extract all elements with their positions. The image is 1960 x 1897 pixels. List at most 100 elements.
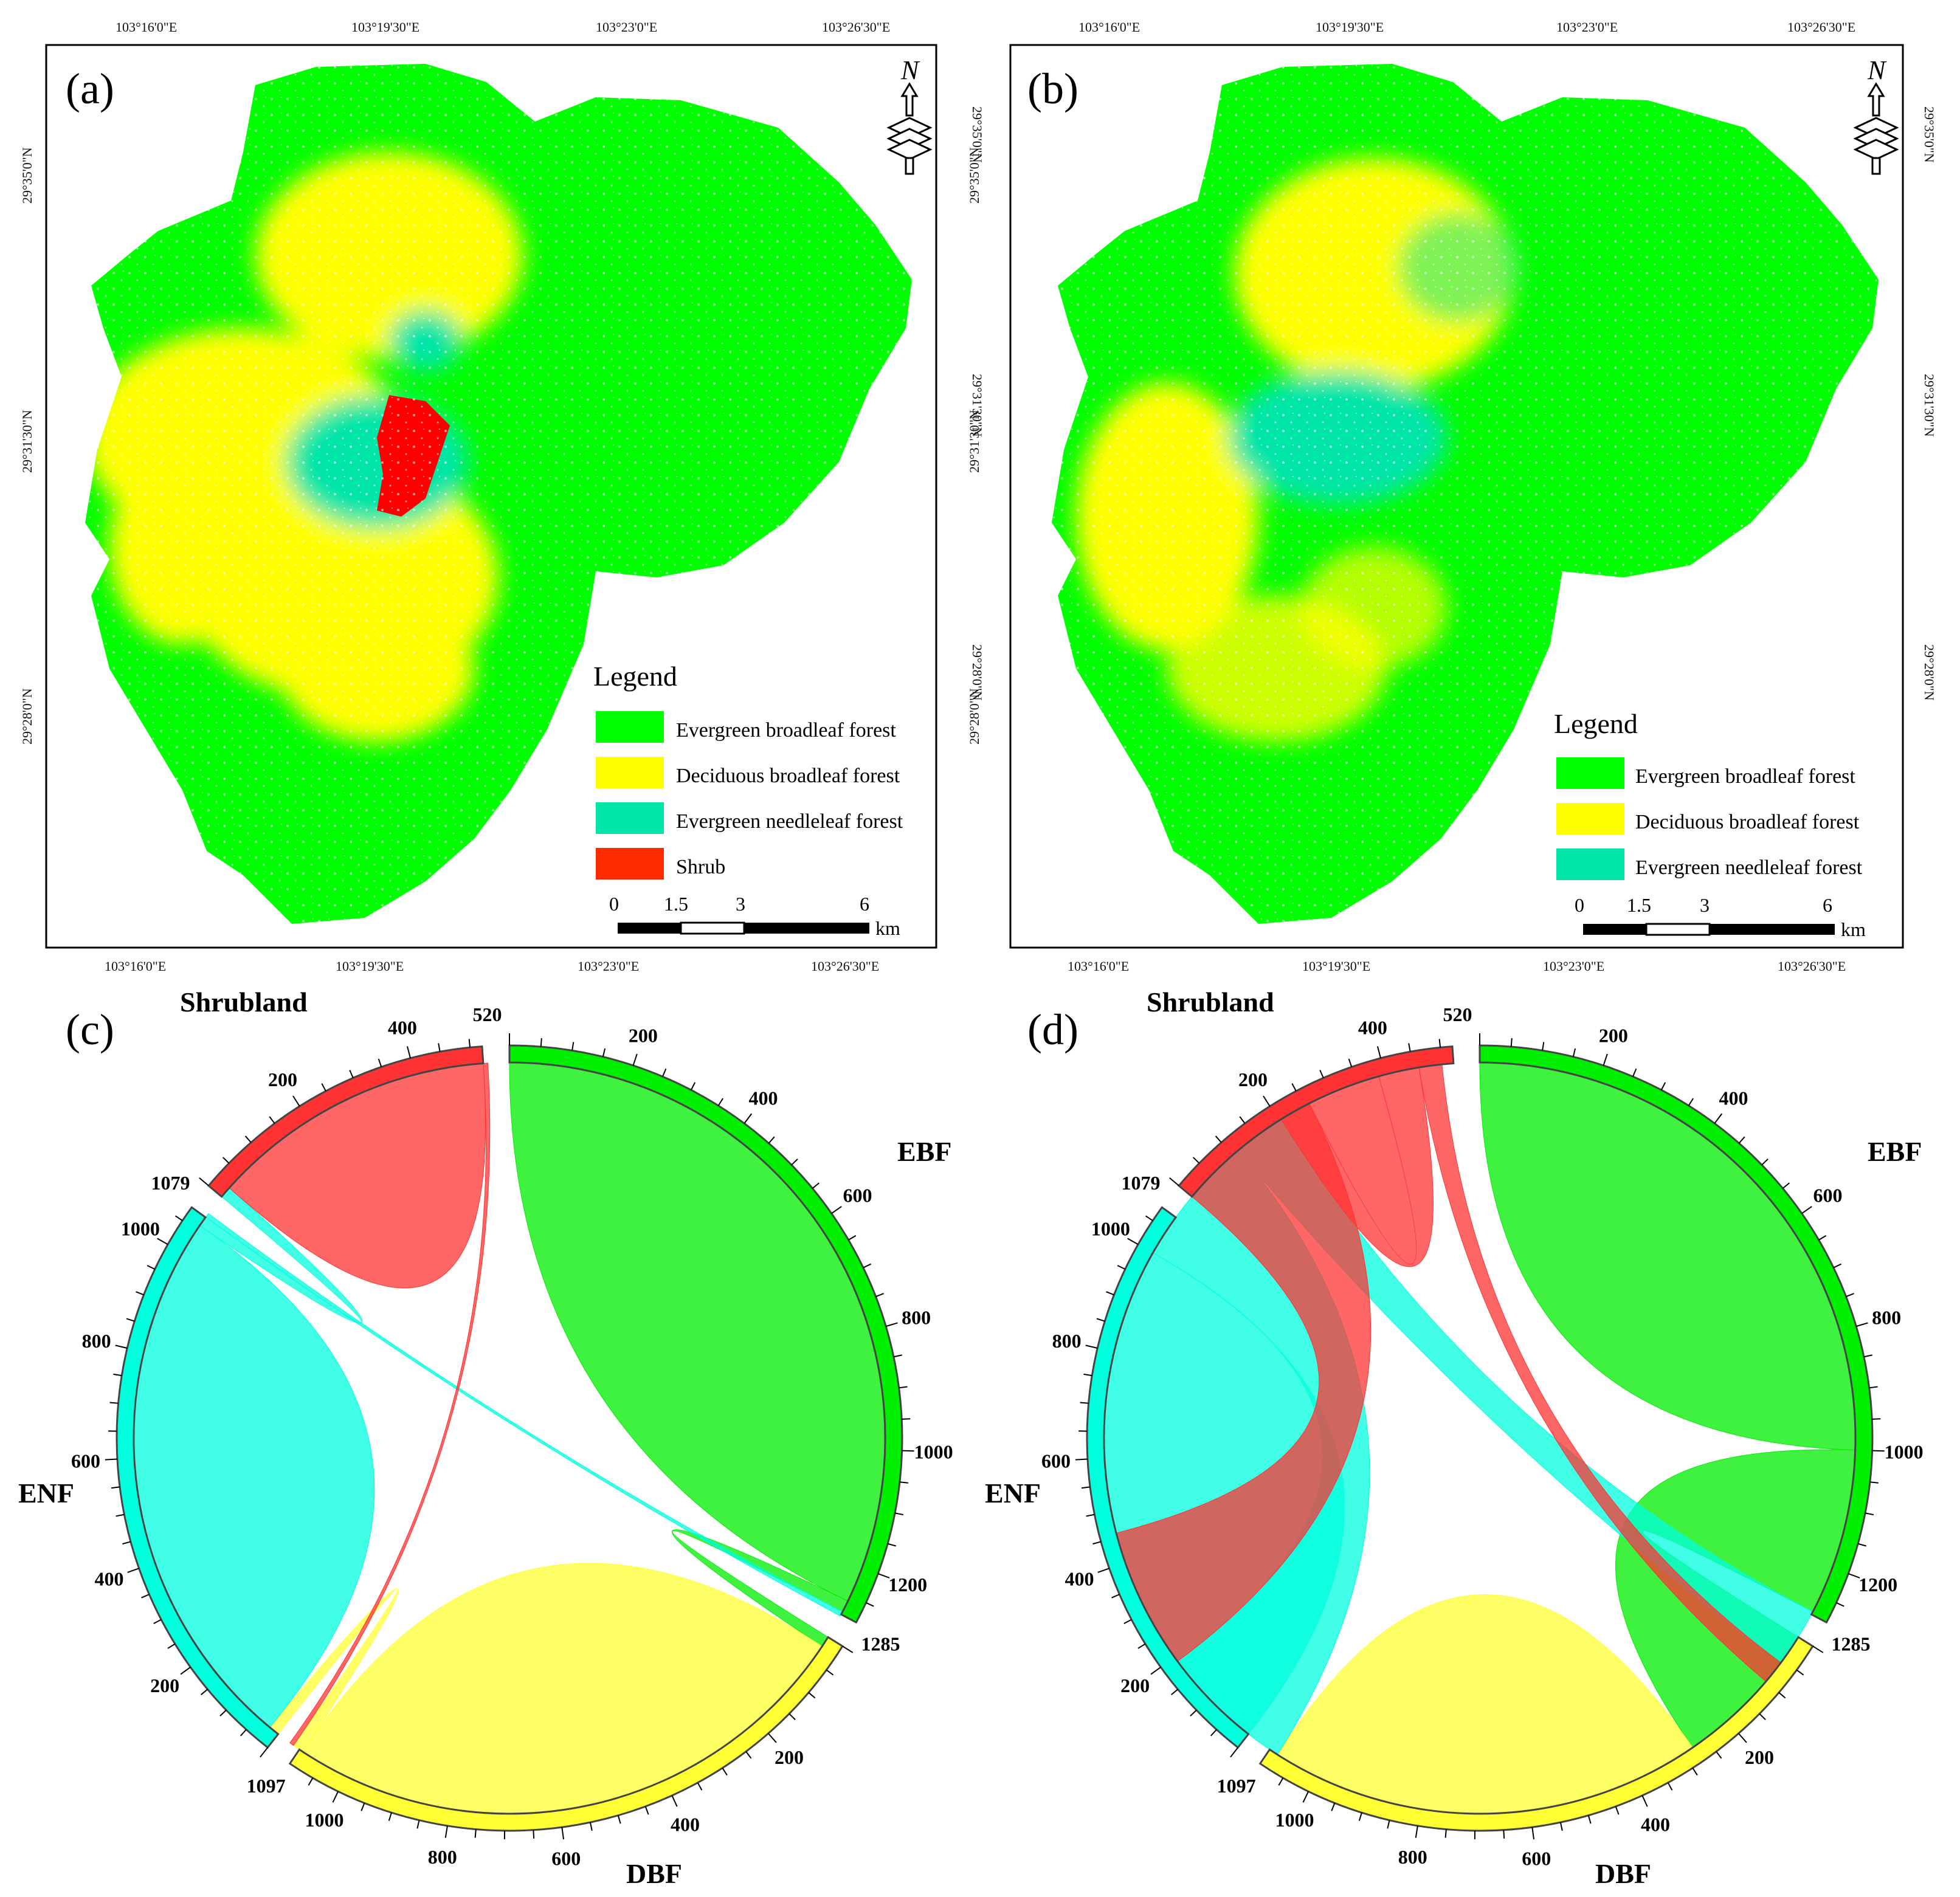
tick-mark [1169, 1177, 1179, 1186]
tick-mark [1855, 1322, 1868, 1327]
tick-label: 1000 [914, 1441, 953, 1462]
tick-label: 800 [1052, 1330, 1082, 1352]
scale-tick: 0 [1575, 894, 1584, 916]
group-label-dbf: DBF [1595, 1858, 1651, 1889]
tick-label: 800 [428, 1846, 457, 1868]
scale-unit: km [1841, 918, 1866, 940]
tick-mark [885, 1322, 898, 1327]
tick-mark [141, 1594, 150, 1599]
tick-mark [662, 1068, 667, 1077]
tick-mark [1542, 1042, 1545, 1051]
tick-label: 1200 [1858, 1574, 1897, 1596]
tick-mark [1778, 1692, 1786, 1699]
tick-mark [240, 1729, 247, 1737]
tick-mark [126, 1318, 135, 1322]
arc-total-label: 520 [472, 1004, 502, 1025]
tick-mark [745, 1751, 752, 1759]
tick-mark [767, 1733, 777, 1743]
tick-mark [109, 1402, 119, 1404]
ribbon-shrubland-to-dbf [289, 1062, 491, 1746]
tick-mark [690, 1082, 696, 1090]
legend-a: Legend Evergreen broadleaf forest Decidu… [593, 661, 903, 880]
tick-mark [260, 1747, 269, 1758]
tick-label: 400 [388, 1017, 417, 1039]
scale-bar-a: 0 1.5 3 6 km [609, 893, 900, 939]
tick-mark [1857, 1543, 1866, 1547]
tick-mark [1092, 1541, 1102, 1545]
tick-mark [1408, 1043, 1411, 1052]
legend-label: Evergreen needleleaf forest [1635, 856, 1863, 879]
tick-mark [147, 1265, 156, 1270]
scale-tick: 0 [609, 893, 619, 915]
tick-mark [1331, 1802, 1336, 1811]
tick-mark [842, 1645, 854, 1653]
tick-label: 800 [82, 1330, 111, 1352]
tick-mark [1145, 1215, 1153, 1222]
tick-mark [722, 1768, 728, 1776]
tick-mark [416, 1820, 420, 1829]
tick-mark [1358, 1812, 1362, 1821]
tick-mark [1615, 1806, 1620, 1815]
legend-label: Deciduous broadleaf forest [676, 765, 900, 787]
tick-label: 1000 [1275, 1809, 1314, 1831]
tick-label: 400 [748, 1087, 778, 1109]
panel-label-b: (b) [1027, 64, 1078, 113]
tick-mark [1510, 1038, 1513, 1047]
tick-mark [1848, 1573, 1860, 1579]
tick-mark [848, 1235, 857, 1241]
chord-panel-c: (c) Shrubland EBF ENF DBF 200 400 600 800 10… [18, 986, 953, 1889]
legend-label: Deciduous broadleaf forest [1635, 811, 1860, 833]
tick-mark [468, 1039, 471, 1048]
tick-mark [136, 1291, 144, 1296]
tick-mark [1278, 1777, 1284, 1786]
lon-label: 103°19'30"E [1302, 959, 1370, 974]
arc-shrubland [207, 1045, 485, 1198]
tick-mark [1080, 1402, 1089, 1404]
chord-diagram-d: 200 400 600 800 1000 1200 1285 200 400 600 800 1000… [1041, 1004, 1924, 1870]
tick-mark [1096, 1318, 1105, 1322]
tick-mark [1869, 1481, 1879, 1484]
tick-mark [826, 1669, 834, 1676]
scale-unit: km [875, 917, 900, 939]
tick-mark [244, 1135, 252, 1143]
tick-mark [438, 1043, 441, 1052]
tick-mark [1415, 1825, 1418, 1838]
panel-label-a: (a) [66, 64, 114, 113]
tick-label: 600 [843, 1185, 872, 1207]
tick-mark [1137, 1643, 1146, 1649]
tick-mark [632, 1053, 638, 1066]
group-label-enf: ENF [985, 1478, 1041, 1509]
tick-mark [1603, 1053, 1608, 1066]
tick-label: 400 [671, 1813, 700, 1835]
tick-mark [388, 1812, 392, 1821]
map-panel-a: (a) N 103°16'0"E 103°19'30"E 103°23'0"E … [19, 19, 985, 974]
tick-mark [1812, 1645, 1824, 1653]
tick-mark [1085, 1344, 1098, 1349]
tick-mark [116, 1513, 125, 1517]
tick-mark [1348, 1058, 1353, 1067]
lon-label: 103°19'30"E [1316, 19, 1384, 35]
tick-mark [812, 1182, 820, 1189]
tick-label: 200 [1599, 1025, 1628, 1047]
tick-mark [1818, 1235, 1827, 1241]
tick-mark [1302, 1791, 1310, 1803]
lat-label: 29°35'0"N [19, 147, 35, 204]
chord-panel-d: (d) Shrubland EBF ENF DBF 200 400 600 800 10… [985, 986, 1924, 1889]
panel-label-d: (d) [1027, 1005, 1078, 1054]
tick-mark [1263, 1095, 1271, 1107]
tick-label: 1000 [305, 1809, 343, 1831]
lon-label: 103°16'0"E [105, 959, 166, 974]
ribbon-shrubland-to-shrubland [229, 1062, 486, 1289]
lon-label: 103°16'0"E [1078, 19, 1140, 35]
tick-mark [222, 1157, 230, 1164]
legend-swatch [1556, 803, 1624, 835]
tick-label: 1000 [1091, 1218, 1130, 1240]
arc-dbf [1258, 1636, 1814, 1832]
tick-mark [602, 1048, 606, 1057]
tick-mark [866, 1602, 874, 1607]
tick-label: 200 [775, 1746, 804, 1768]
tick-label: 400 [1641, 1813, 1670, 1835]
tick-mark [269, 1116, 275, 1124]
tick-mark [717, 1098, 723, 1106]
lon-label: 103°26'30"E [811, 959, 879, 974]
